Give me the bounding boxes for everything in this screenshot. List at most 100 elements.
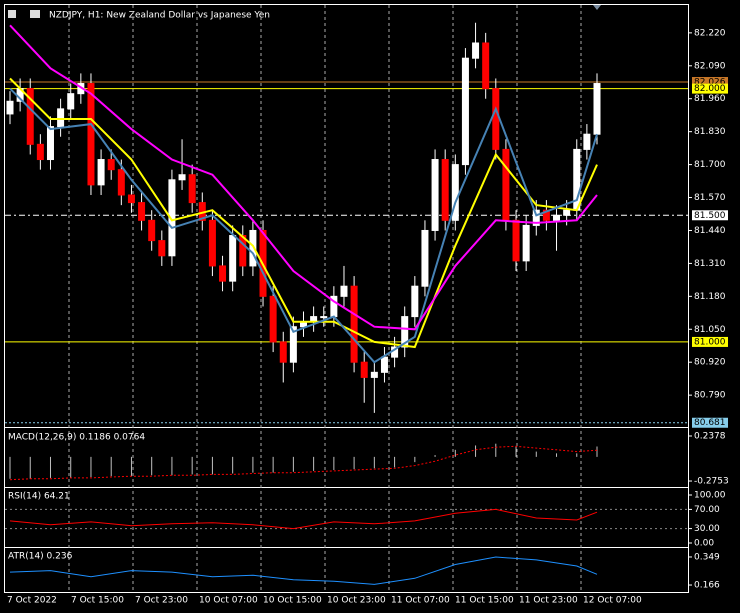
- y-tick-label: 30.00: [694, 524, 720, 534]
- candle-body: [370, 371, 378, 378]
- icon[interactable]: [30, 10, 40, 18]
- x-tick-label: 7 Oct 15:00: [71, 596, 124, 606]
- frame: [4, 4, 689, 593]
- shift-marker[interactable]: [593, 5, 601, 10]
- level-tag: [692, 417, 728, 428]
- candle-body: [532, 209, 540, 226]
- candle-body: [269, 295, 277, 343]
- candle-body: [138, 202, 146, 221]
- candle-body: [107, 159, 115, 171]
- level-label: 81.000: [694, 337, 726, 347]
- candle-body: [492, 88, 500, 150]
- y-tick-label: 70.00: [694, 505, 720, 515]
- indicator-label: RSI(14) 64.21: [8, 492, 70, 502]
- x-tick-label: 11 Oct 23:00: [519, 596, 578, 606]
- level-label: 82.000: [694, 84, 726, 94]
- candle-body: [178, 174, 186, 181]
- icon[interactable]: [8, 10, 16, 18]
- indicator-label: MACD(12,26,9) 0.1186 0.0764: [8, 433, 145, 443]
- candle-body: [6, 100, 14, 115]
- candle-body: [67, 93, 75, 110]
- chart-title: NZDJPY, H1: New Zealand Dollar vs Japane…: [49, 11, 270, 21]
- candle-body: [229, 235, 237, 282]
- candle-body: [380, 356, 388, 373]
- y-tick-label: 80.920: [694, 358, 726, 368]
- level-tag: [692, 77, 728, 88]
- candle-body: [87, 83, 95, 186]
- level-label: 81.500: [694, 211, 726, 221]
- moving-average: [9, 87, 598, 364]
- y-tick-label: 100.00: [694, 491, 726, 501]
- candle-body: [36, 143, 44, 161]
- candle-body: [461, 57, 469, 166]
- candle-body: [563, 209, 571, 216]
- candle-body: [320, 316, 328, 319]
- candle-body: [360, 361, 368, 378]
- y-tick-label: 81.960: [694, 94, 726, 104]
- level-label: 82.026: [694, 78, 726, 88]
- candle-body: [127, 194, 135, 204]
- y-tick-label: 0.166: [694, 581, 720, 591]
- signal-line: [9, 445, 598, 481]
- level-label: 80.681: [694, 418, 726, 428]
- y-tick-label: 81.700: [694, 160, 726, 170]
- level-tag: [692, 210, 728, 221]
- candle-body: [593, 83, 601, 135]
- candle-body: [553, 214, 561, 221]
- level-tag: [692, 83, 728, 94]
- candle-body: [502, 148, 510, 221]
- candle-body: [350, 285, 358, 363]
- candle-body: [208, 219, 216, 267]
- candle-body: [46, 126, 54, 161]
- y-tick-label: 81.440: [694, 226, 726, 236]
- candle-body: [421, 229, 429, 287]
- x-tick-label: 7 Oct 2022: [7, 596, 57, 606]
- x-tick-label: 12 Oct 07:00: [583, 596, 642, 606]
- candle-body: [188, 174, 196, 204]
- candle-body: [522, 224, 530, 262]
- candle-body: [401, 316, 409, 348]
- candle-body: [472, 42, 480, 59]
- x-tick-label: 10 Oct 07:00: [199, 596, 258, 606]
- candle-body: [158, 240, 166, 257]
- candle-body: [542, 209, 550, 221]
- y-tick-label: 0.00: [694, 539, 714, 549]
- candle-body: [340, 285, 348, 297]
- atr-line: [9, 556, 598, 585]
- y-tick-label: 81.180: [694, 292, 726, 302]
- candle-body: [97, 159, 105, 186]
- y-tick-label: 0.349: [694, 552, 720, 562]
- x-tick-label: 11 Oct 15:00: [455, 596, 514, 606]
- x-tick-label: 11 Oct 07:00: [391, 596, 450, 606]
- candle-body: [117, 169, 125, 196]
- y-tick-label: 81.830: [694, 127, 726, 137]
- candle-body: [431, 159, 439, 231]
- candle-body: [451, 164, 459, 221]
- level-tag: [692, 336, 728, 347]
- rsi-line: [9, 508, 598, 530]
- candle-body: [249, 229, 257, 267]
- y-tick-label: 81.050: [694, 325, 726, 335]
- candle-body: [168, 179, 176, 257]
- candle-body: [411, 285, 419, 318]
- candle-body: [583, 133, 591, 150]
- y-tick-label: 81.310: [694, 259, 726, 269]
- candle-body: [482, 42, 490, 90]
- candle-body: [512, 219, 520, 262]
- candle-body: [289, 326, 297, 363]
- indicator-label: ATR(14) 0.236: [8, 552, 73, 562]
- candle-body: [57, 108, 65, 128]
- y-tick-label: 82.220: [694, 28, 726, 38]
- y-tick-label: -0.2753: [694, 477, 729, 487]
- x-tick-label: 10 Oct 23:00: [327, 596, 386, 606]
- y-tick-label: 0.2378: [694, 431, 726, 441]
- moving-average: [9, 24, 598, 331]
- moving-average: [9, 77, 598, 349]
- x-tick-label: 10 Oct 15:00: [263, 596, 322, 606]
- candle-body: [26, 88, 34, 145]
- candle-body: [441, 159, 449, 221]
- candle-body: [219, 265, 227, 282]
- candle-body: [279, 341, 287, 363]
